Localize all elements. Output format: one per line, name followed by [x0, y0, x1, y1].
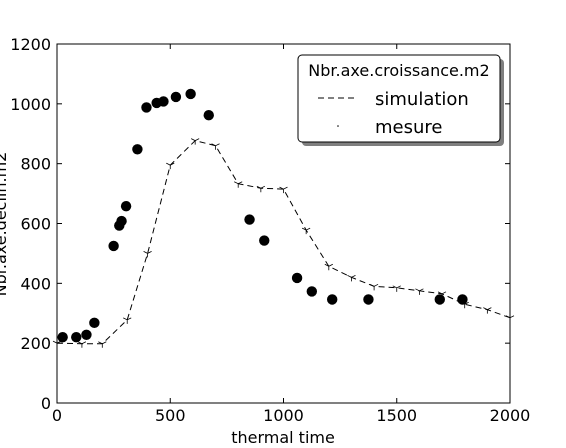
data-point	[185, 88, 196, 100]
simulation-marker	[166, 162, 175, 170]
simulation-marker	[98, 341, 107, 348]
simulation-marker	[483, 307, 492, 314]
data-point	[434, 294, 445, 305]
legend-entry-simulation: simulation	[375, 89, 469, 110]
simulation-marker	[234, 181, 243, 188]
y-tick-label: 200	[20, 334, 51, 353]
simulation-marker	[392, 285, 401, 292]
simulation-marker	[143, 251, 152, 258]
data-point	[120, 200, 132, 212]
x-tick-label: 2000	[490, 406, 531, 425]
data-point	[158, 96, 169, 107]
x-axis-label: thermal time	[231, 428, 335, 447]
simulation-line	[56, 140, 511, 345]
simulation-marker	[256, 185, 266, 193]
data-point	[141, 102, 152, 113]
data-point	[132, 144, 143, 155]
y-tick-label: 400	[20, 274, 51, 293]
data-point	[116, 215, 127, 227]
data-point	[457, 294, 468, 305]
data-point	[244, 214, 255, 225]
data-point	[89, 317, 100, 329]
x-tick-label: 1500	[376, 406, 417, 425]
axes: 0 500 1000 1500 2000 0 200 400 600 800 1000 1200	[10, 35, 530, 425]
simulation-marker	[415, 288, 424, 295]
data-point	[203, 110, 214, 121]
data-point	[57, 331, 68, 343]
data-point	[291, 272, 303, 284]
simulation-marker	[324, 263, 333, 271]
data-point	[306, 286, 318, 297]
data-point	[108, 240, 119, 252]
legend-entry-mesure: mesure	[375, 117, 442, 138]
data-point	[71, 331, 82, 343]
plot-area	[52, 88, 515, 348]
simulation-marker	[123, 317, 132, 324]
simulation-marker	[279, 186, 288, 194]
data-point	[259, 235, 270, 246]
simulation-marker	[190, 138, 200, 145]
x-tick-label: 1000	[263, 406, 304, 425]
legend-mesure-swatch	[337, 125, 339, 127]
simulation-marker	[301, 227, 311, 235]
data-point	[170, 91, 182, 103]
x-tick-label: 500	[155, 406, 186, 425]
legend-box	[297, 54, 501, 143]
data-point	[81, 329, 92, 340]
x-tick-label: 0	[52, 406, 62, 425]
legend-title: Nbr.axe.croissance.m2	[308, 61, 489, 80]
simulation-marker	[347, 274, 356, 282]
y-tick-label: 600	[20, 215, 51, 234]
y-tick-label: 0	[41, 394, 51, 413]
simulation-marker	[211, 143, 220, 150]
simulation-marker	[369, 283, 379, 291]
y-tick-label: 800	[20, 155, 51, 174]
y-tick-label: 1200	[10, 35, 51, 54]
data-point	[363, 294, 374, 305]
simulation-marker	[77, 341, 87, 348]
y-tick-label: 1000	[10, 95, 51, 114]
legend: Nbr.axe.croissance.m2 simulation mesure	[297, 54, 504, 146]
data-point	[326, 294, 338, 305]
y-axis-label: Nbr.axe.declin.m2	[0, 152, 10, 297]
